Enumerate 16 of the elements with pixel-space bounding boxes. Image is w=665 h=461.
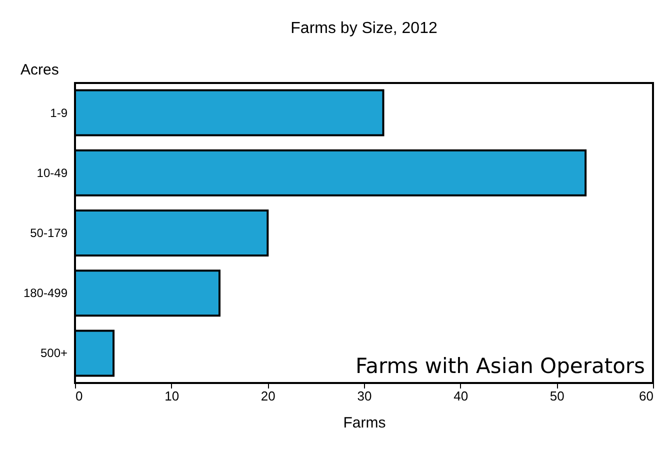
x-tick-label: 40 <box>454 388 468 404</box>
x-tick-label: 50 <box>550 388 564 404</box>
x-tick-label: 10 <box>164 388 180 404</box>
x-tick-label: 60 <box>639 388 654 404</box>
y-tick-label: 1-9 <box>50 106 68 120</box>
x-axis-title: Farms <box>343 414 386 432</box>
x-tick-label: 20 <box>260 388 276 404</box>
y-tick-label: 180-499 <box>23 286 68 300</box>
y-tick-label: 500+ <box>40 346 68 360</box>
y-axis-title: Acres <box>20 62 59 78</box>
chart-title: Farms by Size, 2012 <box>290 20 438 37</box>
x-tick-label: 30 <box>357 388 372 404</box>
y-tick-label: 10-49 <box>36 166 68 180</box>
y-tick-label: 50-179 <box>30 226 68 240</box>
x-tick-label: 0 <box>76 388 83 404</box>
annotation: Farms with Asian Operators <box>355 354 645 378</box>
